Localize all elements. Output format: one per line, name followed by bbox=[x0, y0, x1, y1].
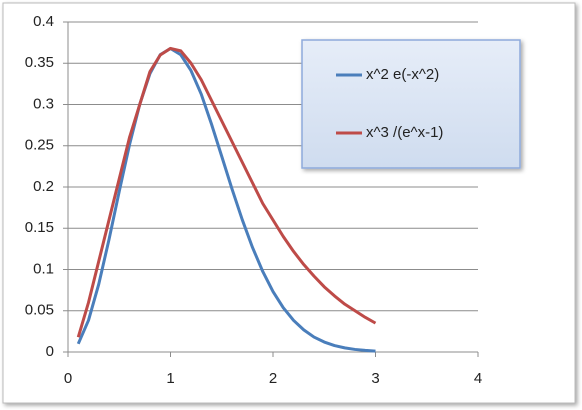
y-tick-label: 0 bbox=[46, 343, 54, 360]
plot-area: 0 0.05 0.1 0.15 0.2 0.25 0.3 0.35 0.4 0 1 2 3 4 bbox=[25, 13, 482, 387]
series-line bbox=[76, 46, 377, 338]
series-line bbox=[76, 46, 376, 353]
y-tick-label: 0.2 bbox=[33, 178, 54, 195]
y-tick-label: 0.25 bbox=[25, 137, 54, 154]
y-tick-label: 0.1 bbox=[33, 260, 54, 277]
y-tick-label: 0.15 bbox=[25, 219, 54, 236]
legend-label: x^2 e(-x^2) bbox=[366, 66, 439, 83]
y-tick-label: 0.4 bbox=[33, 13, 54, 30]
x-tick-label: 1 bbox=[166, 370, 174, 387]
x-tick-label: 3 bbox=[371, 370, 379, 387]
y-tick-label: 0.3 bbox=[33, 95, 54, 112]
x-tick-label: 4 bbox=[474, 370, 482, 387]
y-tick-label: 0.35 bbox=[25, 54, 54, 71]
legend-label: x^3 /(e^x-1) bbox=[366, 124, 443, 141]
x-tick-label: 2 bbox=[269, 370, 277, 387]
y-tick-label: 0.05 bbox=[25, 302, 54, 319]
legend bbox=[301, 39, 521, 169]
x-tick-label: 0 bbox=[64, 370, 72, 387]
